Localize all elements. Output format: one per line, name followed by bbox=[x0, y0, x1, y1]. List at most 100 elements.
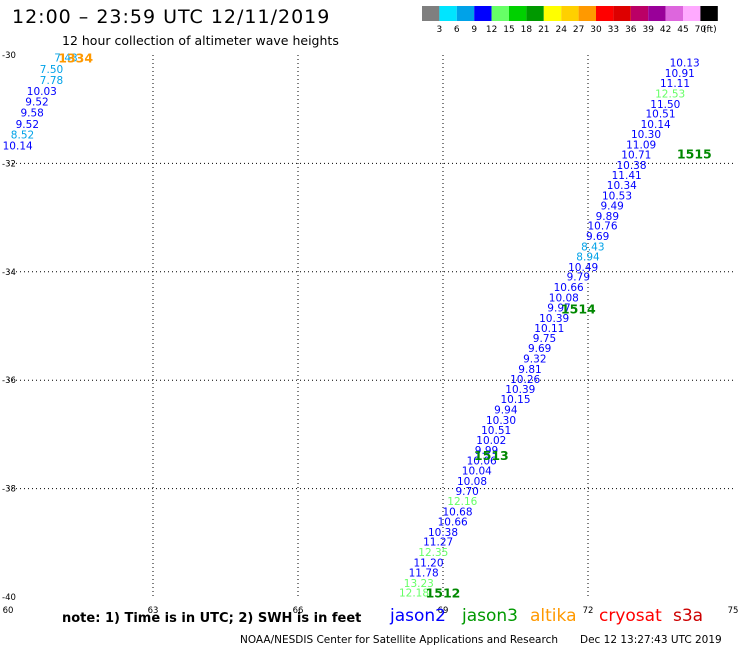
swh-value: 11.78 bbox=[409, 568, 439, 580]
pass-number-label: 1334 bbox=[58, 51, 93, 66]
legend-tick-label: 3 bbox=[437, 25, 443, 35]
swh-value: 10.13 bbox=[670, 58, 700, 70]
legend-tick-label: 33 bbox=[608, 25, 619, 35]
swh-value: 10.91 bbox=[665, 68, 695, 80]
legend-tick-label: 15 bbox=[503, 25, 514, 35]
satellite-label-s3a: s3a bbox=[673, 606, 704, 626]
legend-swatch bbox=[474, 6, 492, 21]
swh-value: 10.71 bbox=[621, 150, 651, 162]
credit-text: NOAA/NESDIS Center for Satellite Applica… bbox=[240, 634, 558, 646]
swh-value: 11.20 bbox=[413, 557, 443, 569]
legend-tick-label: 24 bbox=[555, 25, 567, 35]
satellite-label-jason2: jason2 bbox=[390, 606, 446, 626]
legend-swatch bbox=[648, 6, 666, 21]
swh-value: 11.11 bbox=[660, 78, 690, 90]
x-tick-label: 66 bbox=[293, 606, 304, 616]
swh-value: 10.38 bbox=[428, 527, 458, 539]
swh-value: 10.03 bbox=[27, 86, 57, 98]
legend-tick-label: 6 bbox=[454, 25, 460, 35]
x-tick-label: 69 bbox=[438, 606, 449, 616]
swh-value: 10.66 bbox=[554, 282, 584, 294]
pass-number-label: 1515 bbox=[677, 147, 712, 162]
color-legend: 3 6 9 12 15 18 21 24 27 30 33 36 39 42 45 70(ft) bbox=[422, 6, 718, 35]
legend-tick-label: 30 bbox=[590, 25, 602, 35]
y-tick-label: -30 bbox=[2, 51, 16, 61]
swh-value: 10.11 bbox=[534, 323, 564, 335]
generated-timestamp: Dec 12 13:27:43 UTC 2019 bbox=[580, 634, 722, 646]
x-tick-label: 63 bbox=[148, 606, 159, 616]
swh-value: 10.53 bbox=[602, 190, 632, 202]
legend-tick-label: 70 bbox=[695, 25, 707, 35]
legend-swatch bbox=[630, 6, 649, 21]
swh-value: 12.35 bbox=[418, 547, 448, 559]
swh-value: 9.97 bbox=[547, 303, 570, 315]
swh-value: 7.78 bbox=[40, 75, 63, 87]
legend-swatch bbox=[509, 6, 527, 21]
legend-unit: (ft) bbox=[703, 25, 717, 35]
swh-value: 10.34 bbox=[607, 180, 637, 192]
legend-tick-label: 36 bbox=[625, 25, 637, 35]
swh-value: 9.94 bbox=[494, 404, 518, 416]
swh-value: 11.41 bbox=[612, 170, 642, 182]
legend-tick-label: 9 bbox=[471, 25, 477, 35]
swh-value: 10.15 bbox=[500, 394, 530, 406]
legend-tick-label: 27 bbox=[573, 25, 584, 35]
satellite-label-cryosat: cryosat bbox=[599, 606, 662, 626]
swh-value: 10.51 bbox=[481, 425, 511, 437]
swh-value: 9.75 bbox=[533, 333, 556, 345]
swh-value: 12.18 bbox=[399, 588, 429, 600]
swh-value: 9.58 bbox=[20, 107, 43, 119]
legend-swatch bbox=[665, 6, 683, 21]
satellite-label-altika: altika bbox=[530, 606, 577, 626]
swh-value: 9.69 bbox=[528, 343, 551, 355]
swh-value: 10.14 bbox=[3, 141, 33, 153]
legend-swatch bbox=[422, 6, 440, 21]
legend-tick-label: 21 bbox=[538, 25, 549, 35]
x-tick-label: 60 bbox=[3, 606, 14, 616]
swh-value: 11.50 bbox=[650, 99, 680, 111]
swh-value: 12.16 bbox=[447, 496, 477, 508]
y-tick-label: -36 bbox=[2, 376, 16, 386]
swh-value: 10.30 bbox=[631, 129, 661, 141]
legend-tick-label: 18 bbox=[521, 25, 533, 35]
legend-tick-label: 12 bbox=[486, 25, 497, 35]
y-tick-label: -32 bbox=[2, 159, 16, 169]
swh-value: 10.38 bbox=[616, 160, 646, 172]
swh-value: 10.04 bbox=[462, 466, 492, 478]
legend-swatch bbox=[683, 6, 701, 21]
legend-swatch bbox=[456, 6, 475, 21]
legend-tick-label: 45 bbox=[677, 25, 688, 35]
swh-value: 9.89 bbox=[596, 211, 619, 223]
swh-value: 10.66 bbox=[438, 517, 468, 529]
swh-value: 10.06 bbox=[467, 455, 497, 467]
swh-value: 9.81 bbox=[518, 364, 541, 376]
swh-value: 10.14 bbox=[641, 119, 671, 131]
pass-number-label: 1513 bbox=[474, 448, 509, 463]
swh-value: 9.32 bbox=[523, 354, 546, 366]
swh-value: 9.99 bbox=[475, 445, 498, 457]
swh-value: 10.08 bbox=[549, 292, 579, 304]
swh-value: 10.08 bbox=[457, 476, 487, 488]
legend-swatch bbox=[491, 6, 509, 21]
satellite-label-jason3: jason3 bbox=[462, 606, 518, 626]
swh-value: 11.27 bbox=[423, 537, 453, 549]
legend-swatch bbox=[700, 6, 718, 21]
legend-swatch bbox=[561, 6, 579, 21]
page-title: 12:00 – 23:59 UTC 12/11/2019 bbox=[12, 6, 331, 28]
swh-value: 9.69 bbox=[586, 231, 609, 243]
swh-value: 9.52 bbox=[16, 119, 39, 131]
legend-swatch bbox=[613, 6, 631, 21]
swh-value: 8.94 bbox=[576, 252, 600, 264]
swh-value: 10.76 bbox=[587, 221, 617, 233]
swh-value: 9.49 bbox=[600, 201, 623, 213]
swh-value: 9.52 bbox=[25, 97, 48, 109]
swh-value: 12.53 bbox=[655, 88, 685, 100]
legend-swatch bbox=[596, 6, 614, 21]
x-tick-label: 75 bbox=[728, 606, 739, 616]
swh-value: 10.49 bbox=[568, 262, 598, 274]
pass-number-label: 1512 bbox=[426, 586, 461, 601]
swh-value: 13.23 bbox=[404, 578, 434, 590]
legend-tick-label: 39 bbox=[642, 25, 654, 35]
swh-value: 7.50 bbox=[40, 64, 63, 76]
